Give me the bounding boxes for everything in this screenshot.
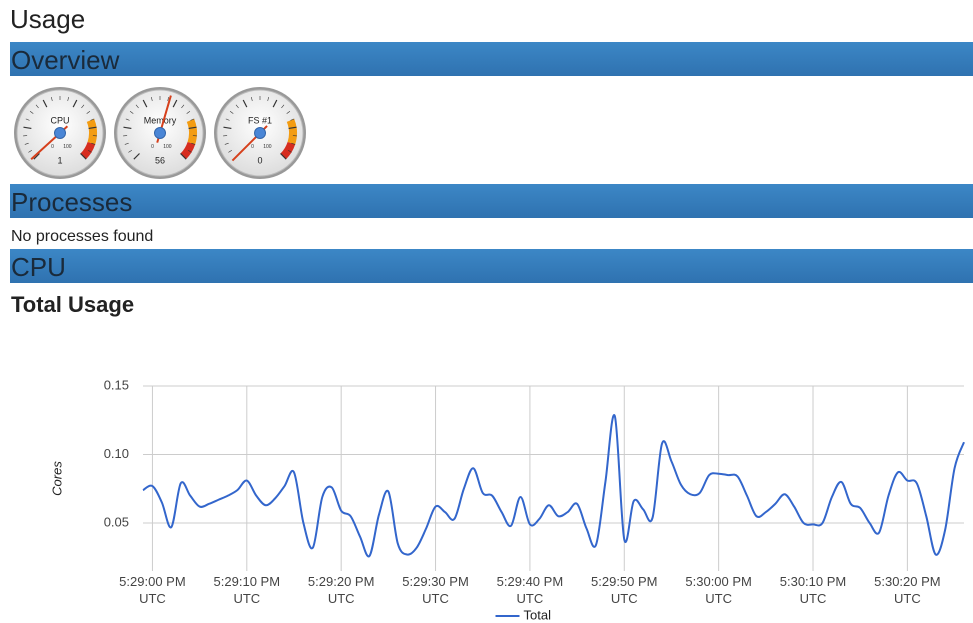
x-tick-label: 5:30:10 PM UTC <box>779 574 847 606</box>
y-tick-label: 0.10 <box>104 446 129 461</box>
gauge-tick <box>242 99 248 108</box>
gauge-tick <box>180 153 187 160</box>
y-tick-label: 0.15 <box>104 377 129 392</box>
gauge-value: 56 <box>155 155 165 165</box>
x-tick-label: 5:29:40 PM UTC <box>496 574 564 606</box>
gauge-label: Memory <box>144 115 177 125</box>
gauge-min: 0 <box>151 144 154 150</box>
x-tick-label: 5:29:20 PM UTC <box>307 574 375 606</box>
gauge-tick <box>142 99 148 108</box>
gauge-tick <box>33 153 40 160</box>
gauge-tick <box>91 142 96 145</box>
gauge-tick <box>25 118 30 121</box>
processes-message: No processes found <box>11 228 154 245</box>
gauge-tick <box>135 104 139 109</box>
x-tick-label: 5:29:30 PM UTC <box>402 574 469 606</box>
gauge-hub <box>254 127 266 139</box>
gauge-tick <box>223 126 232 130</box>
legend-label: Total <box>524 607 552 622</box>
gauge-tick <box>186 111 191 114</box>
gauge-tick <box>42 99 48 108</box>
gauge-tick <box>51 96 53 101</box>
plot-area <box>143 386 964 571</box>
gauge-tick <box>23 126 32 130</box>
gauge-tick <box>133 153 140 160</box>
gauge-tick <box>187 149 192 153</box>
gauge-tick <box>286 111 291 114</box>
gauge-value: 0 <box>257 155 262 165</box>
gauge-tick <box>28 149 33 153</box>
gauge-tick <box>125 118 130 121</box>
gauge-tick <box>35 104 39 109</box>
gauge-tick <box>190 118 195 121</box>
gauge-tick <box>290 118 295 121</box>
gauge-tick <box>235 104 239 109</box>
x-tick-label: 5:30:00 PM UTC <box>685 574 752 606</box>
gauge-tick <box>172 99 178 108</box>
gauge-tick <box>225 118 230 121</box>
gauge-min: 0 <box>51 144 54 150</box>
gauge-tick <box>81 104 85 109</box>
gauge-tick <box>151 96 153 101</box>
x-tick-label: 5:30:20 PM UTC <box>874 574 941 606</box>
gauge-tick <box>272 99 278 108</box>
gauge-tick <box>288 126 297 130</box>
gauge-tick <box>229 111 234 114</box>
section-header: Overview <box>10 42 973 76</box>
gauge-tick <box>167 96 169 101</box>
gauge-tick <box>251 96 253 101</box>
gauge-tick <box>29 111 34 114</box>
gauge-tick <box>80 153 87 160</box>
gauge-tick <box>129 111 134 114</box>
gauge-tick <box>181 104 185 109</box>
gauge-tick <box>90 118 95 121</box>
gauge-min: 0 <box>251 144 254 150</box>
gauge-tick <box>287 149 292 153</box>
data-line <box>142 414 965 558</box>
gauge-tick <box>128 149 133 153</box>
x-tick-label: 5:29:50 PM UTC <box>591 574 658 606</box>
gauge-tick <box>281 104 285 109</box>
gauge-max: 100 <box>63 144 72 150</box>
section-header: CPU <box>10 249 973 283</box>
gauge-hub <box>54 127 66 139</box>
gauge-tick <box>24 142 29 145</box>
gauge-max: 100 <box>163 144 172 150</box>
gauge-tick <box>267 96 269 101</box>
gauge-tick <box>291 142 296 145</box>
gauge-tick <box>191 142 196 145</box>
gauge-tick <box>224 142 229 145</box>
y-axis-label: Cores <box>49 461 64 496</box>
gauge-tick <box>124 142 129 145</box>
gauge-tick <box>72 99 78 108</box>
gauge-hub <box>154 127 166 139</box>
section-header: Processes <box>10 184 973 218</box>
gauge-band <box>286 118 297 145</box>
gauge-tick <box>123 126 132 130</box>
gauge-value: 1 <box>57 155 62 165</box>
gauge-tick <box>280 153 287 160</box>
gauge-tick <box>88 126 97 130</box>
gauge-tick <box>86 111 91 114</box>
gauge-band <box>186 118 197 145</box>
x-tick-label: 5:29:10 PM UTC <box>213 574 281 606</box>
gauge-tick <box>67 96 69 101</box>
y-tick-label: 0.05 <box>104 514 129 529</box>
chart-title: Total Usage <box>11 292 135 317</box>
gauge-label: FS #1 <box>248 115 272 125</box>
gauge-tick <box>188 126 197 130</box>
page-title: Usage <box>10 4 86 34</box>
gauge-label: CPU <box>50 115 69 125</box>
gauge-tick <box>228 149 233 153</box>
x-tick-label: 5:29:00 PM UTC <box>119 574 186 606</box>
gauge-max: 100 <box>263 144 272 150</box>
gauge-band <box>86 118 97 145</box>
gauge-tick <box>87 149 92 153</box>
